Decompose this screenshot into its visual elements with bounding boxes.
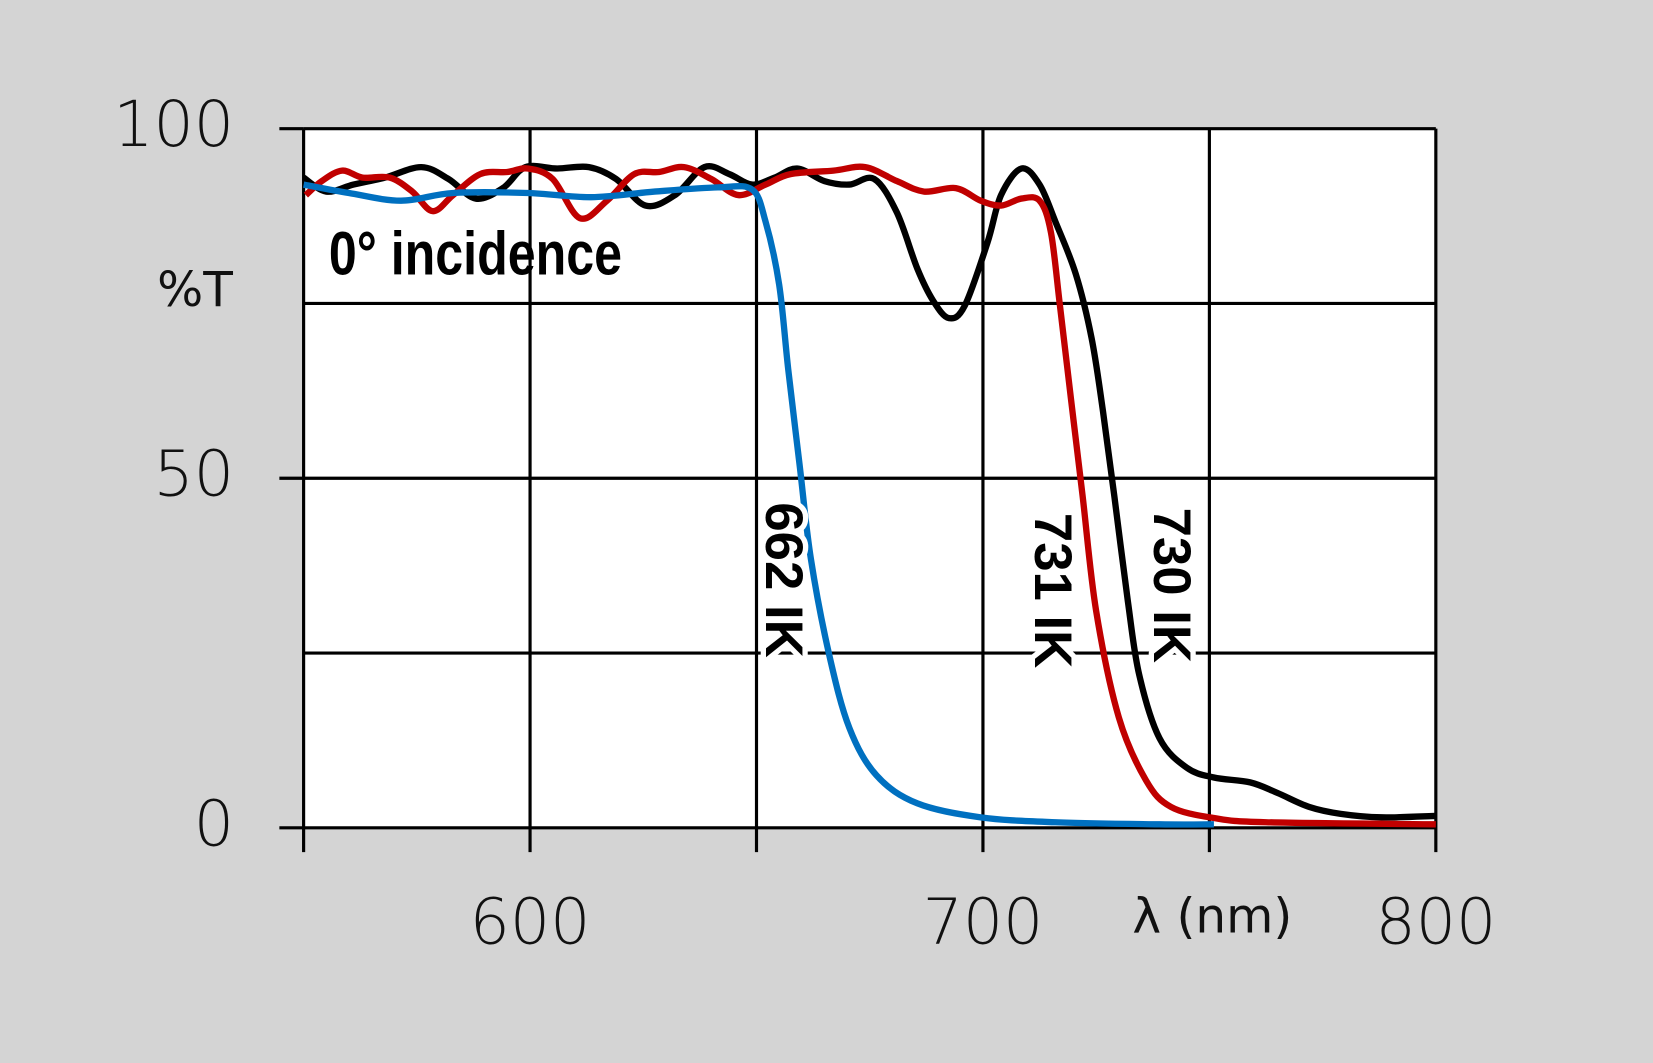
lines bbox=[301, 162, 1436, 828]
series-label: 662 IK bbox=[754, 502, 813, 657]
y-axis-label: %T bbox=[157, 262, 233, 318]
labels: 0 50 100 600 700 800 λ (nm) %T 0° incidence 730 I… bbox=[113, 87, 1496, 958]
x-tick-label: 800 bbox=[1375, 884, 1496, 958]
x-tick-label: 700 bbox=[923, 884, 1044, 958]
series-label: 730 IK bbox=[1142, 508, 1201, 663]
y-tick-label: 0 bbox=[194, 786, 234, 860]
y-tick-label: 100 bbox=[113, 87, 234, 161]
x-axis-label: λ (nm) bbox=[1132, 889, 1292, 945]
annotation: 0° incidence bbox=[329, 219, 622, 288]
x-tick-label: 600 bbox=[470, 884, 591, 958]
y-tick-label: 50 bbox=[154, 437, 234, 511]
series-label: 731 IK bbox=[1023, 513, 1082, 668]
grid bbox=[279, 127, 1438, 853]
series-line bbox=[303, 181, 1214, 828]
